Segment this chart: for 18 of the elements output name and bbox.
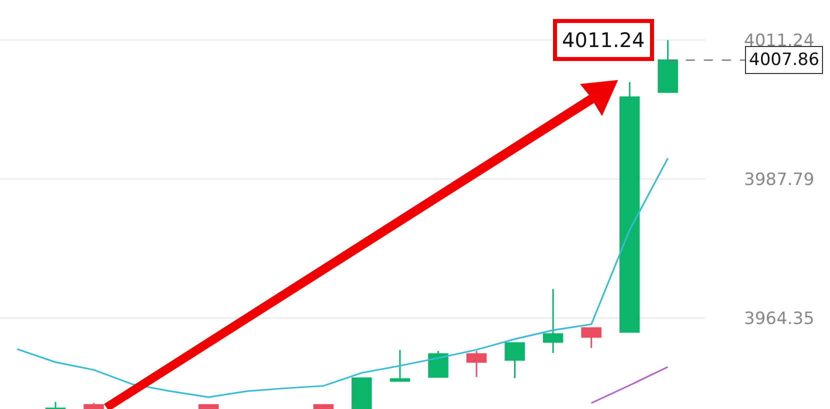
- candlestick: [466, 350, 487, 378]
- y-tick-label: 4011.24: [744, 31, 814, 52]
- candlestick: [198, 404, 219, 409]
- candlestick: [352, 377, 372, 409]
- candlestick: [619, 81, 640, 333]
- candlestick: [390, 349, 410, 382]
- candlestick: [581, 327, 602, 349]
- candlestick: [658, 39, 678, 93]
- line-series: [16, 157, 669, 398]
- candlestick: [542, 288, 564, 354]
- candlestick: [428, 350, 448, 378]
- y-tick-label: 3964.35: [744, 308, 814, 329]
- candlestick: [313, 404, 334, 409]
- y-tick-label: 3987.79: [744, 170, 814, 190]
- ref-line-label: 4007.86: [749, 50, 820, 70]
- candlestick: [504, 342, 525, 379]
- candlestick: [84, 402, 104, 409]
- annotation: 4011.24: [562, 28, 645, 52]
